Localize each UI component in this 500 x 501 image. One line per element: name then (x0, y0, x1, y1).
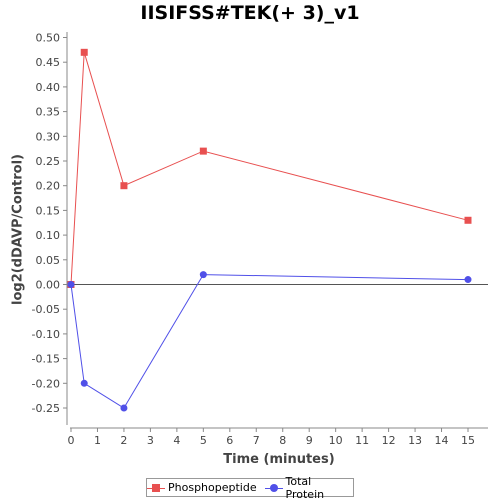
legend-swatch-phosphopeptide (147, 483, 165, 493)
chart-title: IISIFSS#TEK(+ 3)_v1 (140, 2, 360, 24)
legend-item-total-protein: Total Protein (264, 474, 353, 501)
x-ticks: 0 1 2 3 4 5 6 7 8 9 10 11 12 13 14 15 (68, 428, 475, 447)
x-tick-label: 0 (68, 434, 75, 447)
x-tick-label: 14 (435, 434, 449, 447)
y-tick-label: 0.50 (36, 32, 61, 45)
data-point-total-protein (199, 271, 207, 279)
x-tick-label: 7 (253, 434, 260, 447)
y-tick-label: 0.40 (36, 81, 61, 94)
x-tick-label: 4 (173, 434, 180, 447)
x-tick-label: 8 (279, 434, 286, 447)
legend-label-total-protein: Total Protein (285, 474, 325, 501)
data-point-total-protein (67, 281, 75, 288)
y-ticks: -0.25 -0.20 -0.15 -0.10 -0.05 0.00 0.05 0.10 0.1… (32, 32, 67, 415)
x-axis-label: Time (minutes) (223, 452, 335, 467)
y-tick-label: 0.10 (36, 229, 61, 242)
y-tick-label: 0.25 (36, 155, 61, 168)
x-tick-label: 3 (147, 434, 154, 447)
y-axis-label: log2(dDAVP/Control) (10, 154, 26, 305)
data-point-phosphopeptide (120, 182, 128, 190)
y-tick-label: 0.00 (36, 279, 61, 292)
x-tick-label: 9 (306, 434, 313, 447)
legend: Phosphopeptide Total Protein (146, 475, 354, 501)
data-point-total-protein (464, 276, 472, 284)
series-layer (67, 48, 472, 412)
y-tick-label: -0.20 (32, 377, 60, 390)
data-point-phosphopeptide (464, 216, 472, 224)
y-tick-label: 0.20 (36, 180, 61, 193)
y-tick-label: 0.35 (36, 106, 61, 119)
x-tick-label: 1 (94, 434, 101, 447)
data-point-phosphopeptide (80, 48, 88, 56)
y-tick-label: 0.05 (36, 254, 61, 267)
y-tick-label: -0.25 (32, 402, 60, 415)
x-tick-label: 2 (120, 434, 127, 447)
x-tick-label: 12 (382, 434, 396, 447)
data-point-total-protein (80, 379, 88, 387)
y-tick-label: 0.45 (36, 56, 61, 69)
y-tick-label: 0.30 (36, 130, 61, 143)
x-tick-label: 6 (226, 434, 233, 447)
x-tick-label: 10 (329, 434, 343, 447)
y-tick-label: 0.15 (36, 204, 61, 217)
y-tick-label: -0.05 (32, 303, 60, 316)
x-tick-label: 13 (408, 434, 422, 447)
legend-item-phosphopeptide: Phosphopeptide (147, 481, 257, 494)
data-point-total-protein (120, 404, 128, 412)
data-point-phosphopeptide (199, 147, 207, 155)
legend-swatch-total-protein (264, 483, 283, 493)
y-tick-label: -0.15 (32, 353, 60, 366)
x-tick-label: 5 (200, 434, 207, 447)
x-tick-label: 15 (461, 434, 475, 447)
x-tick-label: 11 (355, 434, 369, 447)
y-tick-label: -0.10 (32, 328, 60, 341)
legend-label-phosphopeptide: Phosphopeptide (168, 481, 257, 494)
plot-background (70, 32, 488, 425)
